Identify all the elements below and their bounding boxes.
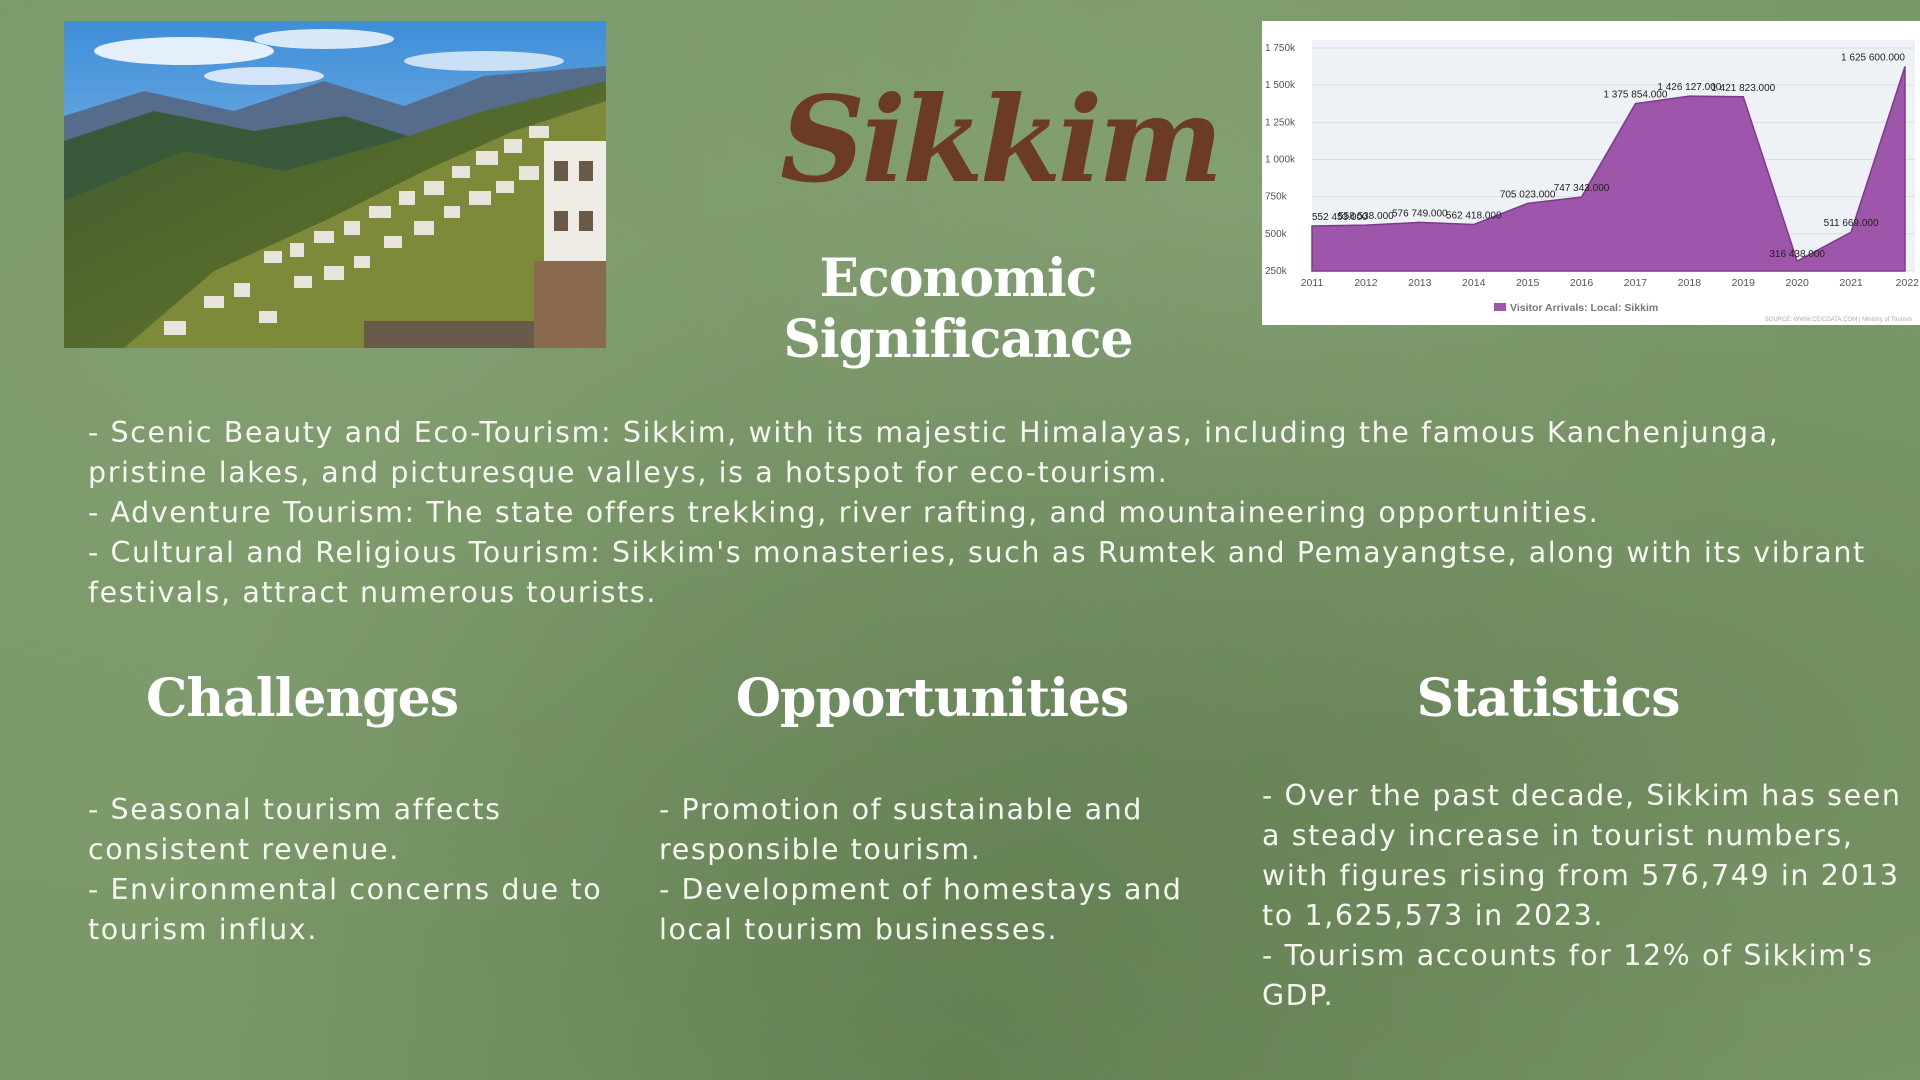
data-label: 747 343.000	[1554, 183, 1610, 194]
statistics-text: - Over the past decade, Sikkim has seen …	[1262, 776, 1902, 1016]
data-label: 552 453.000	[1312, 212, 1368, 223]
x-tick-label: 2020	[1786, 277, 1810, 289]
intro-line: - Cultural and Religious Tourism: Sikkim…	[88, 536, 1866, 609]
y-tick-label: 250k	[1265, 266, 1288, 277]
statistics-line: - Tourism accounts for 12% of Sikkim's G…	[1262, 939, 1874, 1012]
opportunities-text: - Promotion of sustainable and responsib…	[659, 790, 1219, 950]
challenges-text: - Seasonal tourism affects consistent re…	[88, 790, 608, 950]
opportunities-line: - Development of homestays and local tou…	[659, 873, 1183, 946]
x-tick-label: 2022	[1896, 277, 1920, 289]
y-tick-label: 1 250k	[1265, 117, 1296, 128]
x-tick-label: 2015	[1516, 277, 1540, 289]
x-tick-label: 2013	[1408, 277, 1432, 289]
y-tick-label: 1 750k	[1265, 43, 1296, 54]
y-tick-label: 1 000k	[1265, 155, 1296, 166]
data-label: 1 426 127.000	[1657, 82, 1721, 93]
challenges-heading: Challenges	[145, 668, 459, 729]
intro-line: - Scenic Beauty and Eco-Tourism: Sikkim,…	[88, 416, 1780, 489]
data-label: 316 438.000	[1769, 249, 1825, 260]
mountain-town-photo	[64, 21, 606, 348]
data-label: 1 375 854.000	[1603, 90, 1667, 101]
opportunities-heading: Opportunities	[735, 668, 1130, 729]
data-label: 576 749.000	[1392, 208, 1448, 219]
page-title-script: Sikkim	[780, 70, 1223, 209]
data-label: 1 625 600.000	[1841, 52, 1905, 63]
data-label: 511 669.000	[1824, 218, 1879, 229]
y-tick-label: 1 500k	[1265, 80, 1296, 91]
statistics-heading: Statistics	[1416, 668, 1680, 729]
chart-source: SOURCE: WWW.CEICDATA.COM | Ministry of T…	[1765, 317, 1912, 323]
visitor-arrivals-chart: 250k 500k 750k 1 000k 1 250k 1 500k 1 750k 552 …	[1262, 21, 1920, 325]
intro-text: - Scenic Beauty and Eco-Tourism: Sikkim,…	[88, 413, 1868, 613]
x-tick-label: 2014	[1462, 277, 1486, 289]
x-tick-label: 2019	[1732, 277, 1756, 289]
data-label: 705 023.000	[1500, 189, 1556, 200]
challenges-line: - Environmental concerns due to tourism …	[88, 873, 603, 946]
chart-svg: 250k 500k 750k 1 000k 1 250k 1 500k 1 750k 552 …	[1265, 40, 1920, 323]
statistics-line: - Over the past decade, Sikkim has seen …	[1262, 779, 1902, 932]
legend-swatch	[1494, 303, 1506, 311]
opportunities-line: - Promotion of sustainable and responsib…	[659, 793, 1144, 866]
area-series	[1311, 66, 1906, 272]
page-subtitle: Economic Significance	[783, 248, 1133, 370]
x-tick-label: 2018	[1678, 277, 1702, 289]
y-tick-label: 750k	[1265, 192, 1288, 203]
x-tick-label: 2016	[1570, 277, 1594, 289]
challenges-line: - Seasonal tourism affects consistent re…	[88, 793, 502, 866]
data-label: 562 418.000	[1446, 211, 1502, 222]
data-label: 1 421 823.000	[1711, 83, 1775, 94]
x-tick-label: 2017	[1624, 277, 1648, 289]
y-tick-label: 500k	[1265, 229, 1288, 240]
legend-label: Visitor Arrivals: Local: Sikkim	[1510, 302, 1658, 314]
data-label: 558 538.000	[1338, 211, 1394, 222]
x-tick-label: 2012	[1354, 277, 1378, 289]
x-tick-label: 2011	[1301, 277, 1324, 289]
intro-line: - Adventure Tourism: The state offers tr…	[88, 496, 1600, 529]
x-tick-label: 2021	[1839, 277, 1863, 289]
